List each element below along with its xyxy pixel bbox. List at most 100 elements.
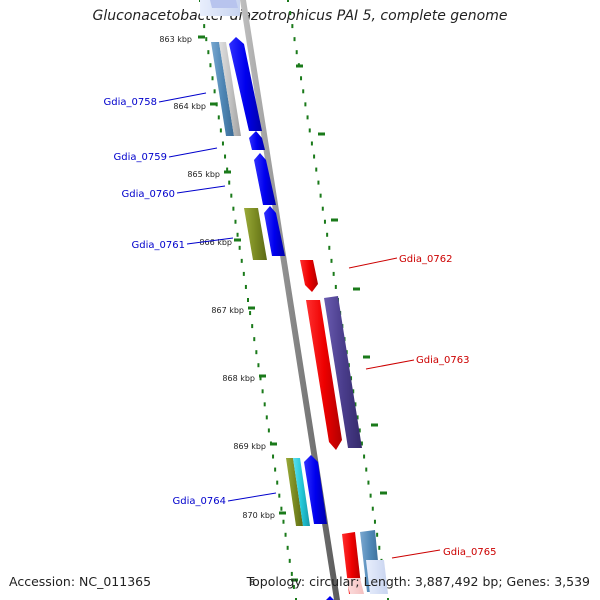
ring-guide-dot — [332, 271, 335, 276]
ring-guide-dot — [363, 454, 366, 459]
ring-guide-dot — [304, 102, 307, 107]
tick-label: 863 kbp — [159, 35, 192, 44]
ring-guide-dot — [255, 350, 258, 355]
gene-label: Gdia_0762 — [399, 254, 452, 265]
tick-layer: 863 kbp 864 kbp 865 kbp 866 kbp 867 kbp … — [159, 35, 387, 587]
ring-guide-dot — [211, 76, 214, 81]
ring-guide-dot — [350, 376, 353, 381]
ring-guide-dot — [369, 493, 372, 498]
ring-guide-dot — [278, 493, 281, 498]
gene-label-layer: Gdia_0758 Gdia_0759 Gdia_0760 Gdia_0761 … — [104, 92, 496, 559]
ring-guide-dot — [259, 376, 262, 381]
ring-guide-dot — [310, 141, 313, 146]
ring-guide-dot — [207, 50, 210, 55]
ring-guide-dot — [319, 193, 322, 198]
leader-line — [176, 185, 226, 194]
ring-guide-dot — [280, 506, 283, 511]
ring-guide-dot — [249, 311, 252, 316]
gene-label: Gdia_0758 — [104, 97, 157, 108]
gene-0763-cog-purple — [324, 296, 362, 448]
leader-line — [391, 549, 441, 559]
gene-label: Gdia_0765 — [443, 547, 496, 558]
ring-guide-dot — [328, 245, 331, 250]
ring-guide-dot — [306, 115, 309, 120]
gene-0764-cog-cyan — [293, 458, 310, 526]
tick-label: 865 kbp — [187, 170, 220, 179]
ring-guide-dot — [267, 428, 270, 433]
ring-guide-dot — [205, 37, 208, 42]
ring-guide-dot — [289, 11, 292, 16]
leader-line — [186, 237, 234, 245]
topology-summary: Topology: circular; Length: 3,887,492 bp… — [246, 574, 590, 589]
tick-label: 864 kbp — [173, 102, 206, 111]
ring-guide-dot — [236, 232, 239, 237]
ring-guide-dot — [360, 441, 363, 446]
ring-guide-dot — [263, 402, 266, 407]
ring-guide-dot — [282, 519, 285, 524]
ring-guide-dot — [308, 128, 311, 133]
gene-0760-arrow — [254, 153, 276, 205]
ring-guide-dot — [240, 258, 243, 263]
ring-guide-dot — [292, 584, 295, 589]
ring-guide-dot — [376, 532, 379, 537]
ring-guide-dot — [358, 428, 361, 433]
ring-guide-dot — [378, 545, 381, 550]
tick-label: 866 kbp — [199, 238, 232, 247]
ring-guide-dot — [367, 480, 370, 485]
ring-guide-dot — [219, 128, 222, 133]
ring-guide-dot — [293, 37, 296, 42]
ring-guide-dot — [315, 167, 318, 172]
ring-guide-dot — [356, 415, 359, 420]
ring-guide-dot — [242, 271, 245, 276]
gene-0765-faint — [346, 578, 364, 594]
gene-0761-cog-olive — [244, 208, 267, 260]
ring-guide-dot — [272, 454, 275, 459]
ring-guide-dot — [354, 402, 357, 407]
ring-guide-dot — [203, 24, 206, 29]
ring-guide-dot — [295, 50, 298, 55]
ring-guide-dot — [230, 193, 233, 198]
leader-line — [158, 92, 207, 103]
ring-guide-dot — [234, 219, 237, 224]
ring-guide-dot — [257, 363, 260, 368]
ring-guide-dot — [228, 180, 231, 185]
tick-label: 869 kbp — [233, 442, 266, 451]
ring-guide-dot — [330, 258, 333, 263]
ring-guide-dot — [300, 76, 303, 81]
ring-guide-dot — [287, 0, 289, 2]
gene-label: Gdia_0763 — [416, 355, 469, 366]
ring-guide-dot — [217, 115, 220, 120]
gene-0764-arrow — [304, 455, 327, 524]
gene-0758-cog-grey — [219, 42, 241, 136]
gene-0763-arrow — [306, 300, 342, 450]
ring-guide-dot — [276, 480, 279, 485]
ring-guide-dot — [295, 598, 297, 600]
ring-guide-dot — [291, 24, 294, 29]
ring-guide-dot — [288, 558, 291, 563]
ring-guide-dot — [232, 206, 235, 211]
leader-line — [348, 257, 398, 269]
ring-guide-dot — [238, 245, 241, 250]
gene-top-faint-2 — [210, 0, 238, 8]
ring-guide-dot — [274, 467, 277, 472]
ring-guide-dot — [224, 154, 227, 159]
gene-0762-arrow — [300, 260, 318, 292]
ring-guide-dot — [265, 415, 268, 420]
ring-guide-dot — [209, 63, 212, 68]
gene-label: Gdia_0764 — [173, 496, 226, 507]
tick-label: 8 — [250, 578, 255, 587]
ring-guide-dot — [261, 389, 264, 394]
ring-guide-dot — [373, 519, 376, 524]
ring-guide-dot — [244, 284, 247, 289]
gene-0761-arrow — [264, 206, 285, 256]
ring-guide-dot — [253, 337, 256, 342]
ring-guide-dot — [321, 206, 324, 211]
gene-label: Gdia_0761 — [132, 240, 185, 251]
ring-guide-dot — [286, 545, 289, 550]
ring-guide-dot — [290, 571, 293, 576]
ring-guides — [199, 0, 389, 600]
tick-label: 870 kbp — [242, 511, 275, 520]
gene-0764-cog-olive — [286, 458, 303, 526]
leader-line — [365, 359, 415, 370]
tick-label: 868 kbp — [222, 374, 255, 383]
